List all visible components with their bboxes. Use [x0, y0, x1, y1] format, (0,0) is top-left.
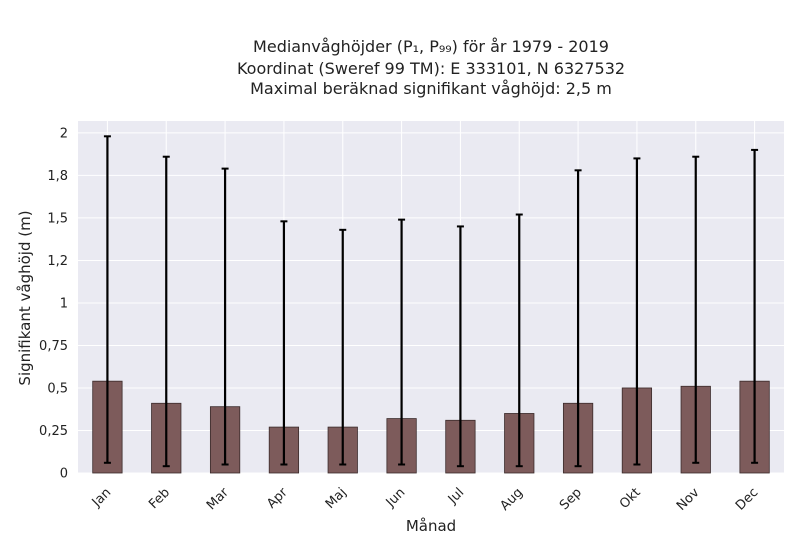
y-tick-label: 2	[60, 126, 68, 141]
x-tick-label: Sep	[557, 485, 585, 513]
title-line-2: Koordinat (Sweref 99 TM): E 333101, N 63…	[237, 59, 625, 78]
x-tick-labels: Jan Feb Mar Apr Maj Jun Jul Aug Sep Okt Nov Dec	[89, 485, 762, 514]
title-line-3: Maximal beräknad signifikant våghöjd: 2,…	[250, 79, 612, 98]
x-tick-label: Mar	[204, 485, 232, 513]
y-axis-label: Signifikant våghöjd (m)	[16, 210, 34, 385]
chart-title: Medianvåghöjder (P₁, P₉₉) för år 1979 - …	[237, 37, 625, 98]
x-tick-label: Nov	[674, 485, 703, 514]
plot-area	[78, 121, 784, 473]
y-tick-label: 1,5	[47, 211, 68, 226]
x-tick-label: Dec	[733, 485, 761, 513]
y-tick-label: 0	[60, 467, 68, 482]
title-line-1: Medianvåghöjder (P₁, P₉₉) för år 1979 - …	[253, 37, 609, 56]
y-tick-label: 0,5	[47, 381, 68, 396]
y-tick-label: 1,2	[47, 254, 68, 269]
y-tick-label: 1	[60, 296, 68, 311]
y-tick-labels: 0 0,25 0,5 0,75 1 1,2 1,5 1,8 2	[39, 126, 68, 481]
x-tick-label: Feb	[146, 485, 173, 512]
x-axis-label: Månad	[406, 517, 456, 535]
x-tick-label: Jun	[383, 485, 409, 511]
x-tick-label: Maj	[323, 485, 350, 512]
error-bars	[103, 135, 759, 468]
x-tick-label: Jul	[445, 485, 467, 507]
y-tick-label: 1,8	[47, 169, 68, 184]
y-tick-label: 0,25	[39, 424, 68, 439]
x-tick-label: Apr	[264, 485, 291, 512]
x-tick-label: Aug	[498, 485, 527, 514]
x-tick-label: Jan	[89, 485, 114, 510]
y-tick-label: 0,75	[39, 339, 68, 354]
x-tick-label: Okt	[617, 485, 644, 512]
